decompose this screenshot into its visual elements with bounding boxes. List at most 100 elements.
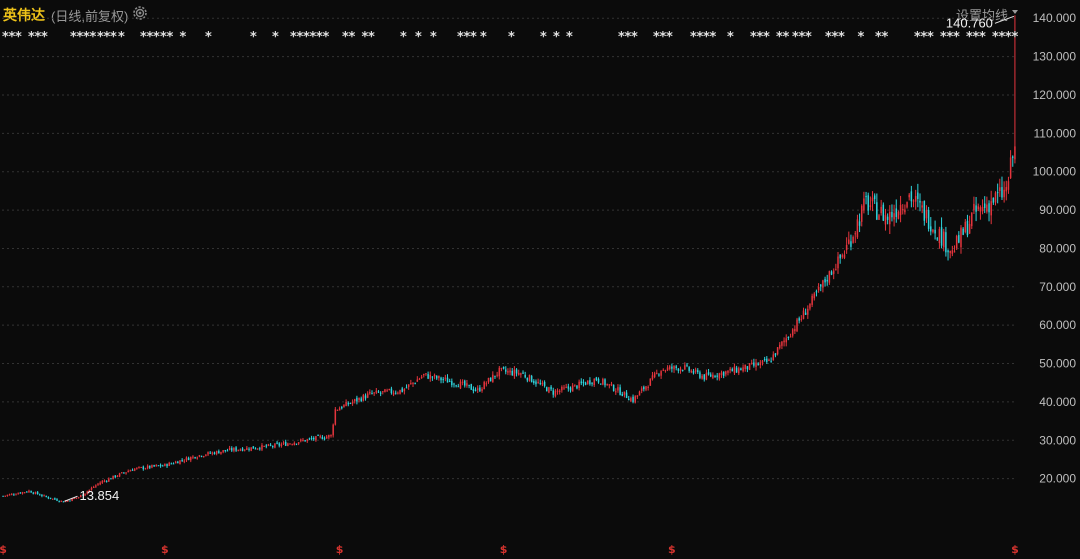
chevron-down-icon[interactable] bbox=[1012, 10, 1018, 14]
candle-body bbox=[565, 386, 567, 388]
candle-body bbox=[364, 395, 367, 399]
candle-body bbox=[483, 381, 485, 390]
candle-body bbox=[595, 377, 598, 381]
candle-body bbox=[140, 466, 142, 468]
candle-body bbox=[149, 465, 151, 468]
candle-body bbox=[653, 373, 656, 378]
candle-body bbox=[884, 215, 887, 225]
candle-body bbox=[151, 465, 153, 468]
candle-body bbox=[517, 372, 520, 375]
candle-body bbox=[692, 371, 695, 374]
candle-body bbox=[951, 250, 954, 254]
candle-body bbox=[958, 235, 960, 243]
candle-body bbox=[179, 460, 181, 465]
candle-body bbox=[86, 491, 88, 494]
candle-body bbox=[505, 369, 507, 372]
candle-body bbox=[431, 376, 434, 378]
candle-body bbox=[6, 494, 9, 496]
event-marker: * bbox=[799, 30, 806, 45]
event-marker: * bbox=[832, 30, 839, 45]
candle-body bbox=[423, 374, 425, 376]
candle-body bbox=[602, 379, 604, 385]
candle-body bbox=[302, 440, 304, 442]
candle-body bbox=[474, 389, 477, 391]
candle-body bbox=[433, 374, 436, 377]
candle-body bbox=[4, 495, 6, 497]
candle-body bbox=[500, 367, 503, 369]
candle-body bbox=[88, 489, 91, 492]
candle-body bbox=[897, 211, 900, 219]
candle-body bbox=[526, 377, 529, 381]
candle-body bbox=[979, 207, 982, 212]
candle-body bbox=[658, 374, 660, 376]
candle-body bbox=[420, 376, 423, 379]
candle-body bbox=[1001, 187, 1003, 198]
candle-body bbox=[412, 382, 414, 384]
candle-body bbox=[860, 205, 863, 222]
candle-body bbox=[492, 374, 494, 383]
event-marker: * bbox=[973, 30, 980, 45]
event-marker: * bbox=[792, 30, 799, 45]
candle-body bbox=[837, 256, 839, 269]
candle-body bbox=[612, 384, 615, 392]
candle-body bbox=[403, 389, 406, 392]
candle-body bbox=[224, 449, 227, 451]
candle-body bbox=[269, 444, 272, 446]
candle-body bbox=[714, 375, 716, 378]
candle-body bbox=[666, 367, 669, 371]
candle-body bbox=[95, 485, 97, 487]
candle-body bbox=[561, 386, 563, 391]
candle-body bbox=[440, 377, 442, 381]
candle-body bbox=[798, 318, 800, 321]
candle-body bbox=[925, 210, 928, 219]
candle-body bbox=[634, 396, 636, 403]
candle-body bbox=[729, 368, 731, 371]
candle-body bbox=[466, 383, 468, 386]
candle-body bbox=[123, 472, 125, 474]
event-marker: * bbox=[480, 30, 487, 45]
candle-body bbox=[960, 227, 962, 248]
dividend-marker: $ bbox=[0, 543, 7, 556]
candle-body bbox=[893, 213, 895, 220]
candle-body bbox=[550, 386, 552, 390]
candle-body bbox=[563, 387, 565, 389]
event-marker: * bbox=[470, 30, 477, 45]
candle-body bbox=[800, 318, 803, 320]
event-marker: * bbox=[297, 30, 304, 45]
event-marker: * bbox=[70, 30, 77, 45]
ma-setting-button[interactable]: 设置均线 bbox=[955, 8, 1008, 23]
candle-body bbox=[235, 447, 237, 451]
candle-body bbox=[476, 388, 479, 390]
candle-body bbox=[231, 448, 233, 451]
candle-body bbox=[382, 391, 384, 393]
candle-body bbox=[535, 381, 537, 385]
candle-body bbox=[429, 374, 432, 379]
candle-body bbox=[330, 434, 332, 437]
event-marker: * bbox=[882, 30, 889, 45]
candle-body bbox=[908, 194, 910, 198]
candle-body bbox=[239, 449, 242, 451]
candle-body bbox=[418, 378, 421, 380]
candle-body bbox=[1012, 156, 1014, 158]
candle-body bbox=[34, 492, 37, 494]
candle-body bbox=[507, 371, 509, 373]
event-marker: * bbox=[250, 30, 257, 45]
candle-body bbox=[796, 319, 798, 332]
gear-icon[interactable] bbox=[131, 4, 149, 22]
candle-body bbox=[487, 377, 490, 383]
candle-body bbox=[468, 384, 470, 386]
candle-body bbox=[649, 378, 652, 386]
y-tick-label: 120.000 bbox=[1033, 88, 1077, 102]
candle-body bbox=[858, 221, 861, 226]
event-marker: * bbox=[28, 30, 35, 45]
candle-body bbox=[198, 455, 201, 457]
candle-body bbox=[172, 463, 175, 465]
candle-body bbox=[854, 233, 857, 235]
candle-body bbox=[144, 468, 147, 470]
event-marker: * bbox=[316, 30, 323, 45]
candle-body bbox=[461, 381, 464, 383]
event-marker: * bbox=[1005, 30, 1012, 45]
candle-body bbox=[973, 203, 975, 211]
candle-body bbox=[625, 392, 628, 398]
event-marker: * bbox=[697, 30, 704, 45]
